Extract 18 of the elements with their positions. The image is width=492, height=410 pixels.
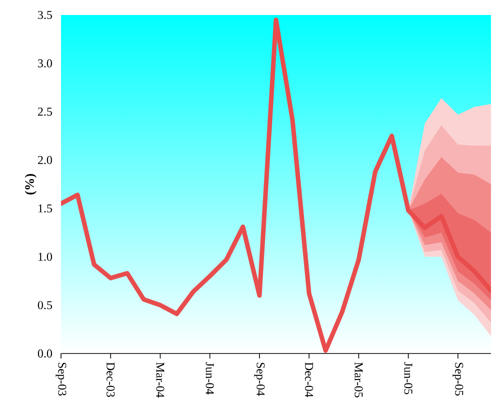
y-tick-label: 3.0 bbox=[38, 59, 52, 68]
x-tick-label: Sep-04 bbox=[254, 362, 265, 396]
y-axis-title: (%) bbox=[24, 174, 37, 195]
x-tick-label: Mar-05 bbox=[354, 362, 363, 398]
y-tick-label: 0.5 bbox=[38, 301, 52, 310]
x-tick-label: Mar-04 bbox=[156, 362, 164, 398]
y-tick-label: 3.5 bbox=[38, 10, 52, 20]
y-tick-label: 2.0 bbox=[38, 156, 52, 164]
y-tick-label: 1.5 bbox=[38, 204, 52, 212]
x-tick-label: Jun-05 bbox=[404, 362, 412, 394]
y-tick-label: 1.0 bbox=[38, 252, 52, 261]
y-tick-label: 2.5 bbox=[38, 108, 52, 116]
x-tick-label: Jun-04 bbox=[206, 362, 214, 395]
x-tick-label: Dec-03 bbox=[106, 362, 115, 397]
x-tick-label: Sep-05 bbox=[452, 362, 464, 396]
x-tick-label: Dec-04 bbox=[305, 362, 314, 398]
x-tick-label: Sep-03 bbox=[56, 362, 66, 396]
y-tick-label: 0.0 bbox=[38, 349, 52, 358]
